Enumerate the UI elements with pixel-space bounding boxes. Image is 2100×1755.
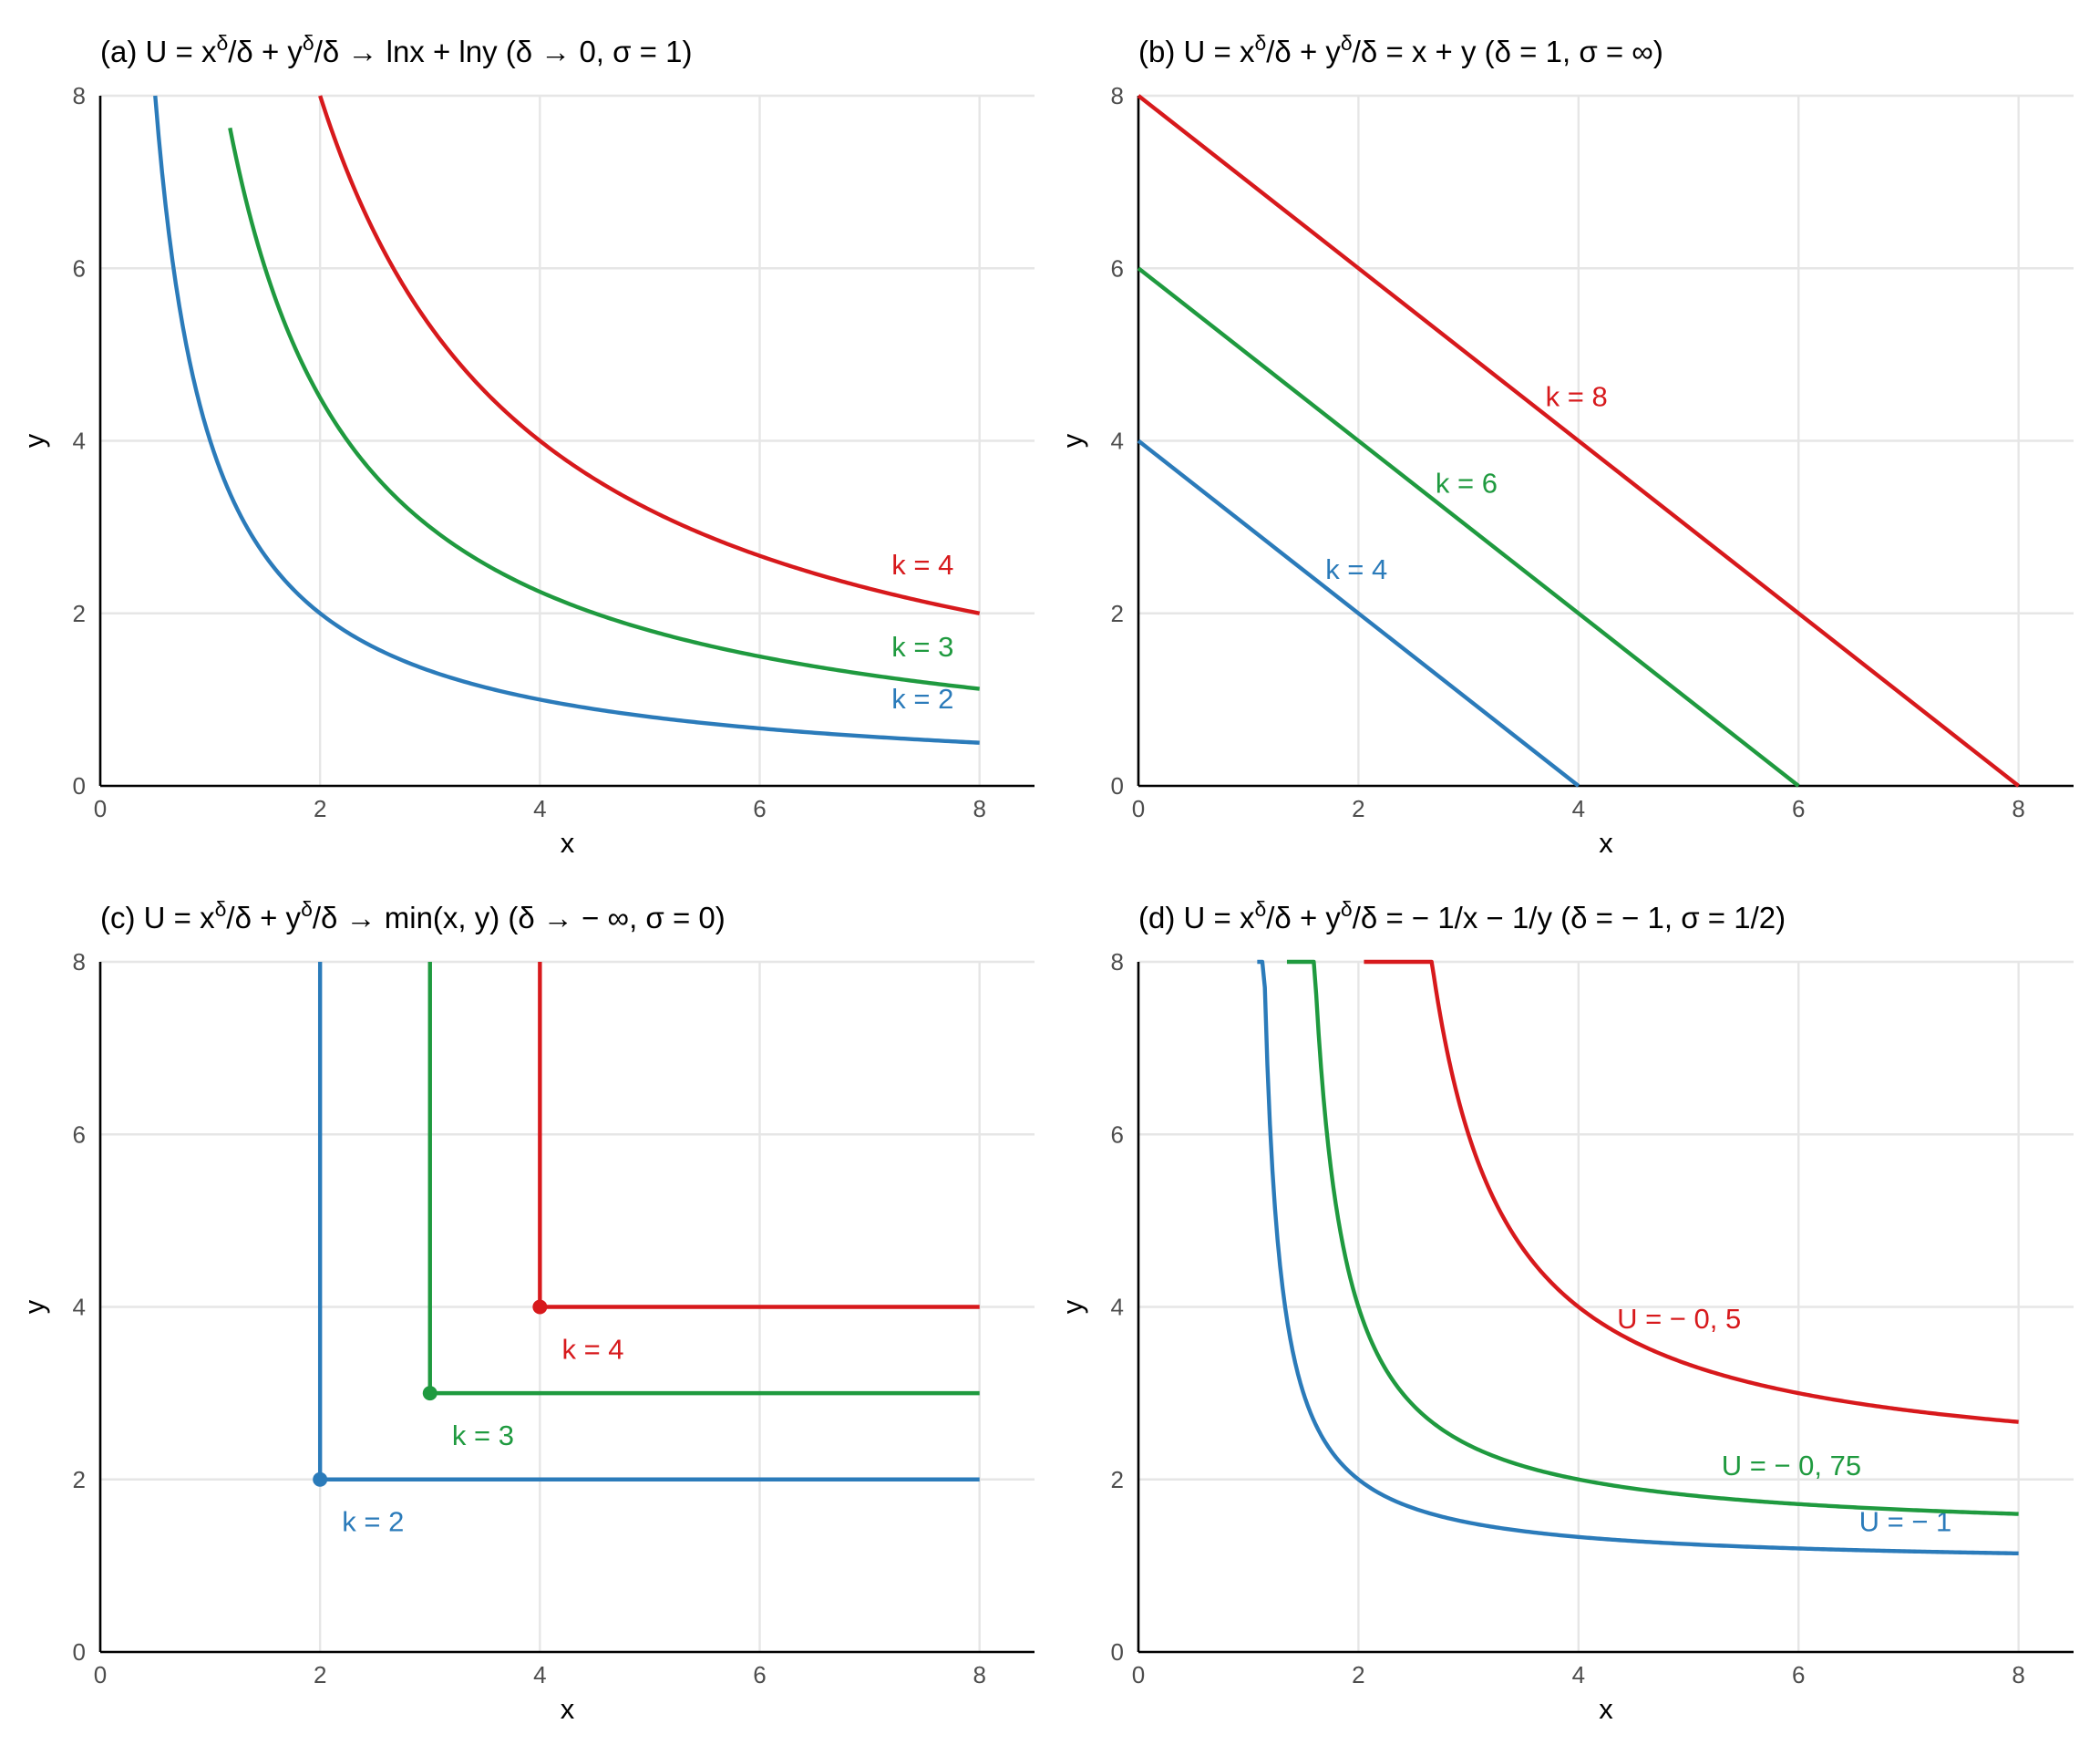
series-label-d-u-0-75: U = − 0, 75 [1722,1450,1861,1481]
y-tick-label: 0 [1111,1638,1124,1666]
y-axis-title: y [1056,433,1088,448]
y-tick-label: 4 [73,1294,86,1321]
x-tick-label: 0 [94,795,107,822]
series-label-b-k-4: k = 4 [1325,553,1387,585]
series-label-a-k-4: k = 4 [891,549,953,581]
y-tick-label: 4 [73,428,86,455]
panel-a: 0 2 4 6 8 0 2 4 6 8 x y (a) U = xδ/δ + yδ/δ → lnx + … [18,31,1035,859]
y-tick-label: 6 [1111,254,1124,282]
y-axis-title: y [18,433,50,448]
x-tick-label: 4 [533,1661,546,1688]
panel-title: (a) U = xδ/δ + yδ/δ → lnx + lny (δ → 0, … [100,31,692,68]
x-axis-title: x [561,1693,575,1725]
x-tick-label: 8 [973,795,985,822]
series-label-b-k-6: k = 6 [1436,467,1498,499]
series-label-c-k-4: k = 4 [561,1333,623,1365]
x-tick-label: 2 [314,795,326,822]
series-line-b-k-4 [1137,439,1580,788]
x-tick-label: 6 [1792,795,1805,822]
y-tick-label: 0 [73,772,86,800]
y-tick-label: 8 [1111,82,1124,109]
corner-point-k-2 [313,1471,328,1487]
x-axis-title: x [1599,827,1613,859]
series-label-a-k-2: k = 2 [891,683,953,715]
series-line-d-u-1 [1257,959,2019,1556]
y-axis-title: y [1056,1299,1088,1314]
panel-c: 0 2 4 6 8 0 2 4 6 8 x y (c) U = xδ/δ + yδ/δ → min(x,… [18,897,1035,1725]
series-line-d-u-0-5 [1364,959,2019,1424]
y-axis-title: y [18,1299,50,1314]
y-tick-label: 6 [73,254,86,282]
y-tick-label: 6 [1111,1120,1124,1148]
x-tick-label: 8 [2012,795,2024,822]
series-line-a-k-4 [318,95,981,615]
corner-point-k-4 [532,1299,548,1315]
y-tick-label: 8 [1111,948,1124,976]
x-tick-label: 8 [2012,1661,2024,1688]
x-tick-label: 2 [314,1661,326,1688]
panel-title: (d) U = xδ/δ + yδ/δ = − 1/x − 1/y (δ = −… [1138,897,1786,934]
series-label-b-k-8: k = 8 [1546,381,1608,413]
series-line-a-k-3 [228,127,980,691]
series-line-c-k-2 [317,962,980,1481]
series-line-d-u-0-75 [1286,959,2019,1516]
x-tick-label: 4 [1572,795,1585,822]
y-tick-label: 2 [1111,1466,1124,1493]
panel-title: (b) U = xδ/δ + yδ/δ = x + y (δ = 1, σ = … [1138,31,1663,68]
series-label-c-k-2: k = 2 [342,1506,404,1538]
x-tick-label: 6 [753,1661,766,1688]
x-tick-label: 0 [1132,795,1145,822]
x-tick-label: 4 [1572,1661,1585,1688]
x-axis-title: x [561,827,575,859]
series-line-c-k-3 [427,962,980,1396]
series-line-b-k-6 [1137,266,1800,788]
y-tick-label: 0 [1111,772,1124,800]
y-tick-label: 6 [73,1120,86,1148]
y-tick-label: 0 [73,1638,86,1666]
x-tick-label: 0 [94,1661,107,1688]
panel-b: 0 2 4 6 8 0 2 4 6 8 x y (b) U = xδ/δ + yδ/δ = x + y … [1056,31,2074,859]
panel-title: (c) U = xδ/δ + yδ/δ → min(x, y) (δ → − ∞… [100,897,726,934]
x-tick-label: 8 [973,1661,985,1688]
series-line-b-k-8 [1137,94,2021,788]
corner-point-k-3 [422,1386,438,1401]
x-tick-label: 6 [1792,1661,1805,1688]
y-tick-label: 2 [73,1466,86,1493]
y-tick-label: 2 [1111,600,1124,627]
series-line-a-k-2 [153,95,980,745]
x-tick-label: 4 [533,795,546,822]
x-tick-label: 0 [1132,1661,1145,1688]
x-axis-title: x [1599,1693,1613,1725]
x-tick-label: 2 [1352,1661,1364,1688]
series-label-c-k-3: k = 3 [452,1419,514,1451]
series-label-a-k-3: k = 3 [891,631,953,663]
series-label-d-u-0-5: U = − 0, 5 [1617,1303,1741,1335]
y-tick-label: 4 [1111,1294,1124,1321]
y-tick-label: 4 [1111,428,1124,455]
y-tick-label: 8 [73,82,86,109]
x-tick-label: 6 [753,795,766,822]
y-tick-label: 8 [73,948,86,976]
y-tick-label: 2 [73,600,86,627]
panel-d: 0 2 4 6 8 0 2 4 6 8 x y (d) U = xδ/δ + yδ/δ = − 1/x … [1056,897,2074,1725]
x-tick-label: 2 [1352,795,1364,822]
